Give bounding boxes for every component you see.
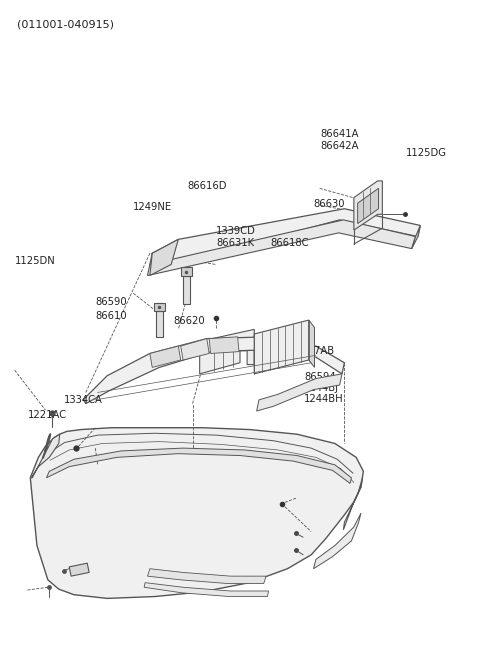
Text: 86620: 86620 [174,316,205,326]
Text: 86590: 86590 [96,297,127,307]
Polygon shape [150,346,180,367]
Polygon shape [254,320,309,374]
Text: (011001-040915): (011001-040915) [17,19,114,29]
Text: 86610: 86610 [96,311,127,321]
Text: 86630: 86630 [313,199,345,209]
Polygon shape [354,181,383,230]
Polygon shape [180,339,209,360]
Polygon shape [182,276,190,305]
Polygon shape [47,448,351,483]
Polygon shape [144,583,268,597]
Polygon shape [31,434,60,477]
Polygon shape [69,563,89,576]
Polygon shape [84,337,344,403]
Polygon shape [412,225,420,249]
Polygon shape [180,267,192,276]
Text: 1339CD: 1339CD [216,227,256,236]
Polygon shape [147,569,266,584]
Text: 1125DG: 1125DG [406,149,447,159]
Text: 1327AB: 1327AB [296,346,335,356]
Polygon shape [313,513,361,569]
Polygon shape [150,239,179,276]
Polygon shape [358,189,379,223]
Text: 1244BJ: 1244BJ [304,383,339,393]
Polygon shape [343,477,362,530]
Text: 1244BH: 1244BH [304,394,344,404]
Text: 86641A: 86641A [321,129,359,139]
Text: 86618C: 86618C [271,238,309,248]
Text: 86642A: 86642A [321,141,359,151]
Polygon shape [200,329,254,374]
Text: 1221AC: 1221AC [27,410,67,420]
Polygon shape [156,311,163,337]
Polygon shape [209,337,239,354]
Text: 1249NE: 1249NE [133,202,172,212]
Text: 86616D: 86616D [188,181,228,191]
Text: 1125DN: 1125DN [14,256,55,266]
Polygon shape [257,374,342,411]
Polygon shape [147,220,416,276]
Polygon shape [309,320,314,367]
Polygon shape [30,428,363,599]
Polygon shape [150,209,420,265]
Text: 86631K: 86631K [216,238,254,248]
Polygon shape [154,303,165,311]
Text: 1334CA: 1334CA [63,395,102,405]
Text: 86594: 86594 [304,372,336,382]
